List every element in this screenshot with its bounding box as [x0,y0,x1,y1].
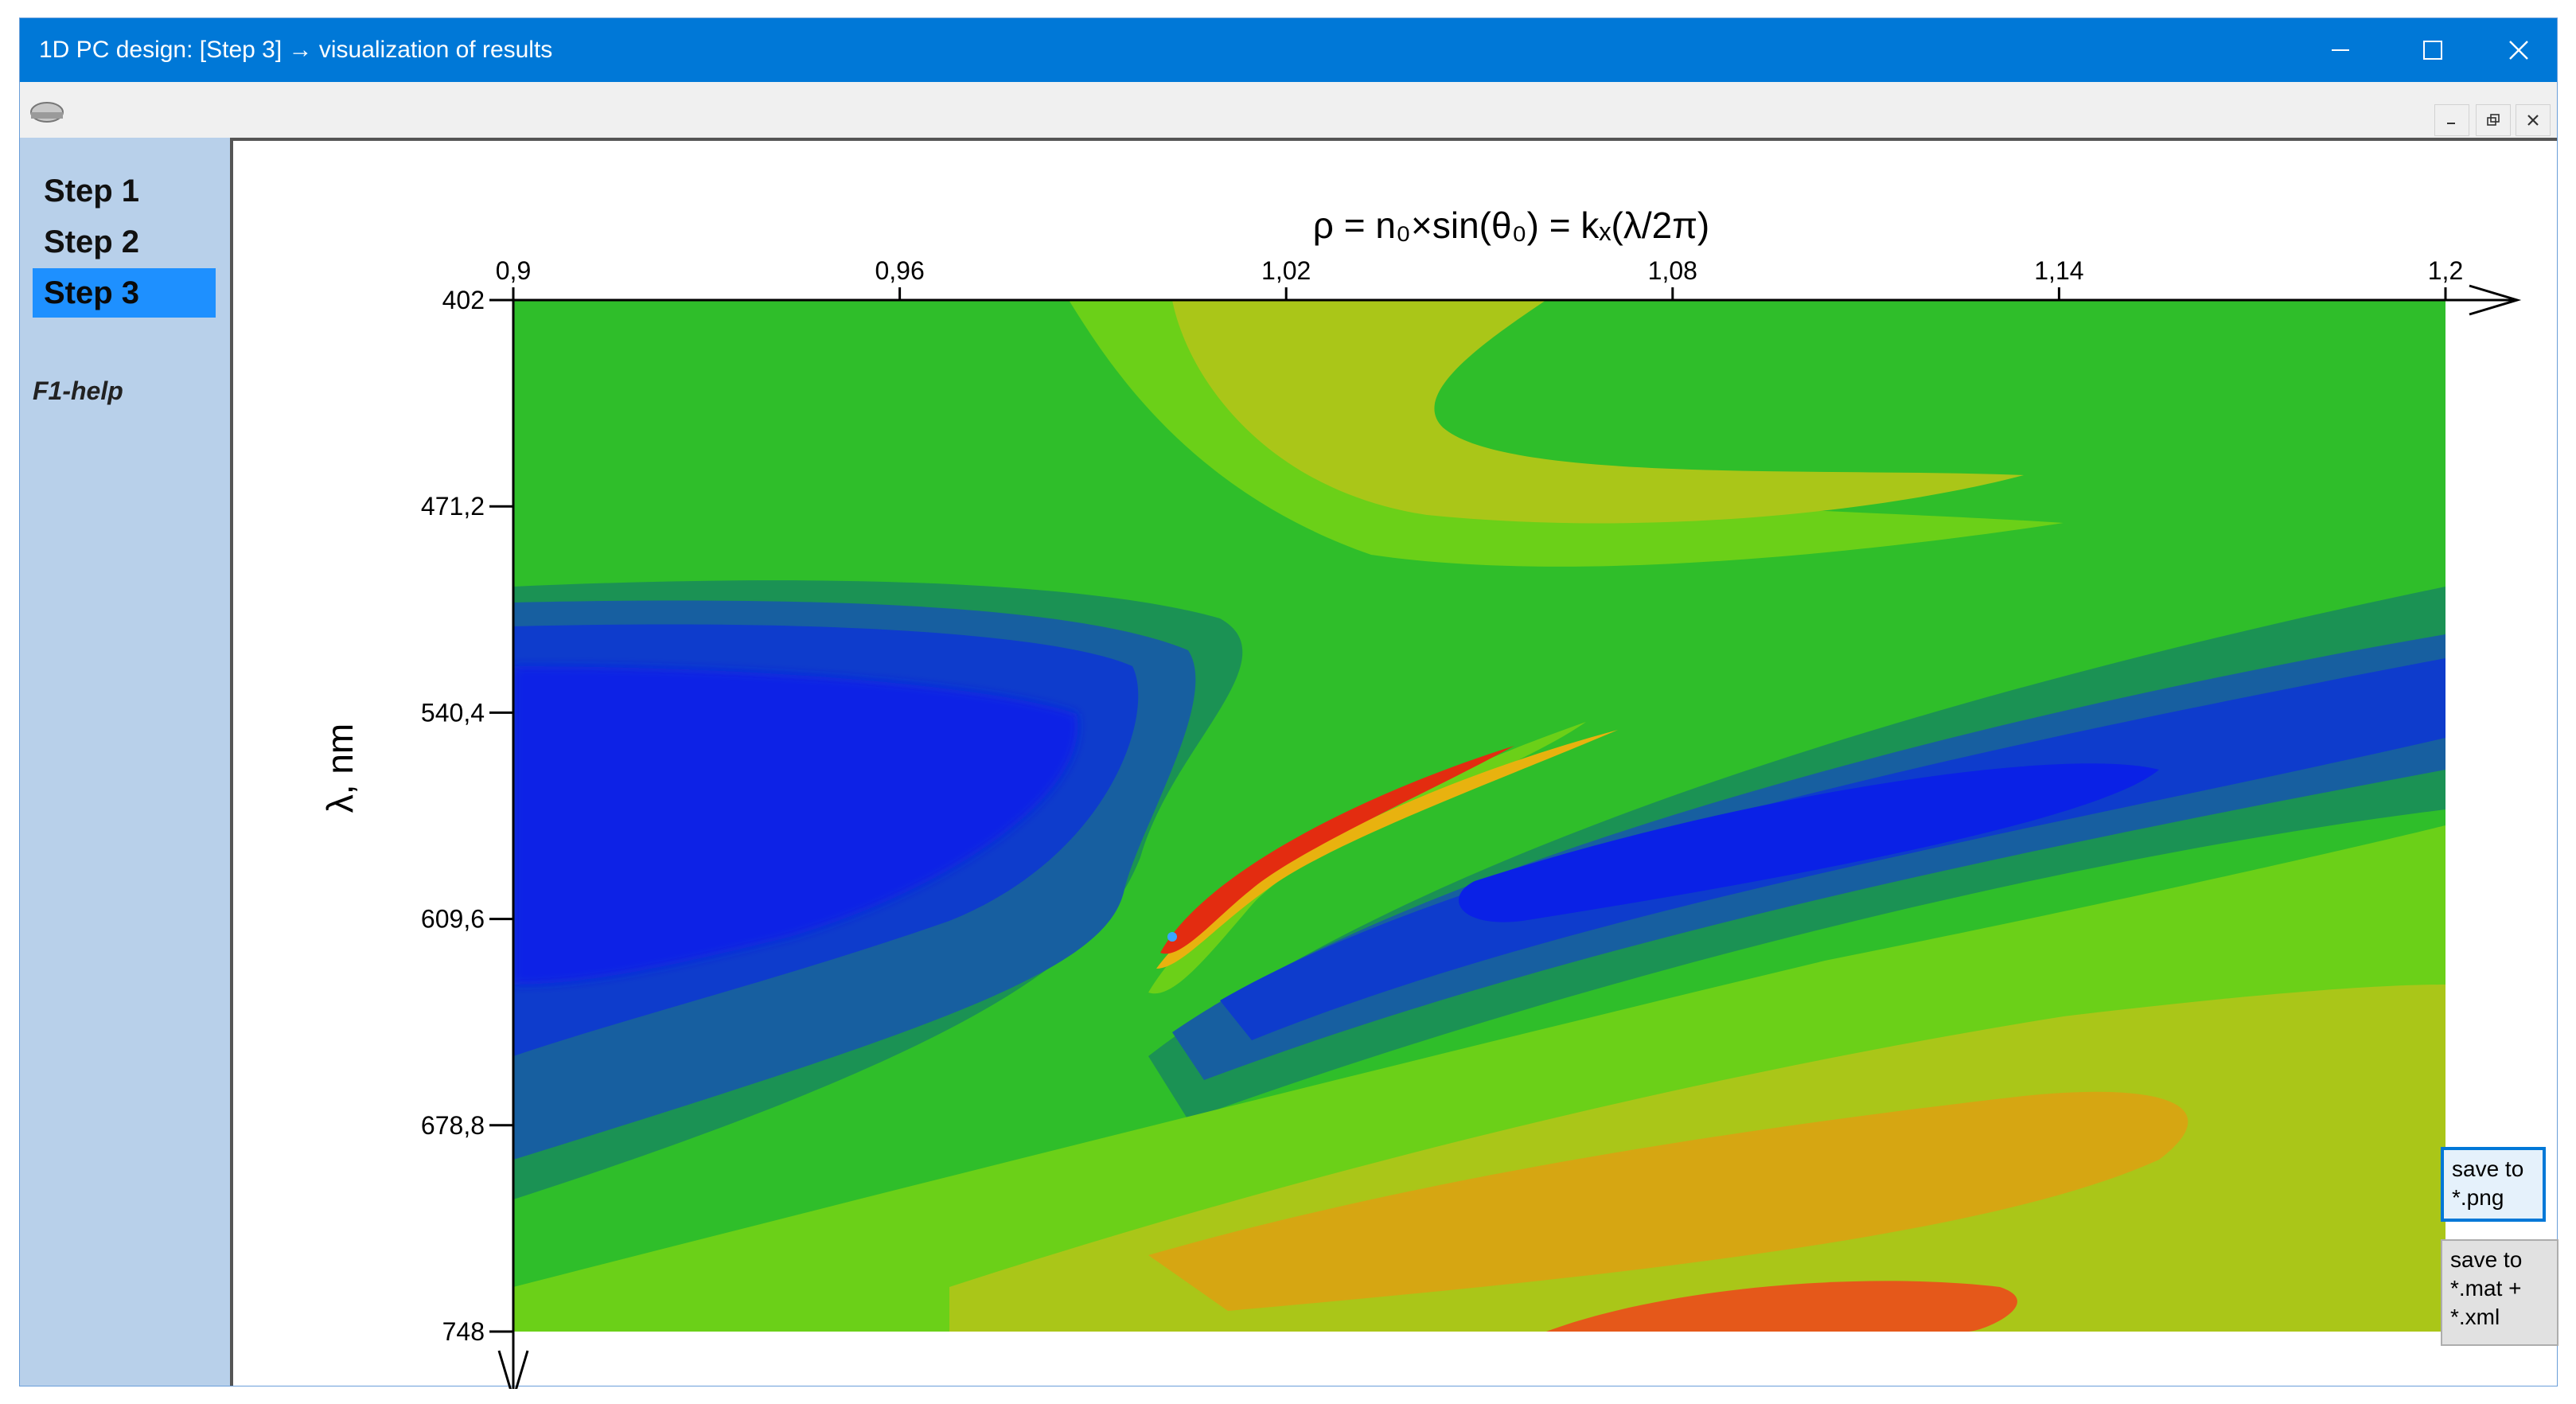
window-title: 1D PC design: [Step 3] → visualization o… [39,37,553,63]
contour-band [1148,722,1586,994]
x-tick-label: 1,2 [2428,256,2463,285]
marker-point[interactable] [1167,932,1177,942]
x-tick-label: 1,02 [1261,256,1311,285]
sidebar-item-step-3[interactable]: Step 3 [33,268,216,318]
resonance-peak [1160,746,1514,954]
maximize-button[interactable] [2387,18,2479,82]
mdi-restore-button[interactable] [2476,104,2511,136]
contour-band [1148,1091,2188,1311]
close-icon [2527,115,2539,126]
axes: 0,9 0,96 1,02 1,08 1,14 1,2 402 471,2 540,4 609,6… [319,205,2522,1389]
y-tick-label: 471,2 [421,492,485,521]
save-png-button[interactable]: save to *.png [2441,1147,2546,1222]
save-mat-xml-button[interactable]: save to *.mat + *.xml [2441,1239,2558,1346]
close-icon [2509,41,2528,60]
contour-band [513,666,1078,985]
maximize-icon [2423,41,2442,60]
y-tick-label: 678,8 [421,1111,485,1140]
y-tick-label: 748 [442,1317,485,1346]
x-axis-arrow [2469,284,2522,316]
x-tick-label: 0,9 [496,256,531,285]
x-axis-title: ρ = n₀×sin(θ₀) = kₓ(λ/2π) [1313,205,1710,246]
x-tick-label: 1,08 [1648,256,1697,285]
x-tick-label: 0,96 [875,256,924,285]
y-tick-label: 540,4 [421,698,485,727]
mdi-close-button[interactable] [2516,104,2551,136]
results-panel: 0,9 0,96 1,02 1,08 1,14 1,2 402 471,2 540,4 609,6… [230,138,2558,1389]
menu-strip [20,82,2557,138]
contour-band [1172,300,2024,524]
x-tick-label: 1,14 [2034,256,2083,285]
contour-band [1546,1281,2017,1332]
sidebar-item-step-2[interactable]: Step 2 [44,224,140,259]
y-tick-label: 402 [442,286,485,314]
mdi-minimize-button[interactable] [2434,104,2469,136]
sidebar-item-step-1[interactable]: Step 1 [44,174,140,209]
y-tick-label: 609,6 [421,905,485,934]
heatmap-layer [513,300,2445,1332]
contour-band [1459,763,2159,922]
minimize-icon [2447,123,2455,124]
app-window: 1D PC design: [Step 3] → visualization o… [19,18,2558,1389]
minimize-icon [2332,49,2349,51]
y-axis-title: λ, nm [319,723,360,813]
y-axis-arrow [497,1350,529,1389]
sidebar: Step 1 Step 2 Step 3 F1-help [20,138,230,1386]
contour-plot[interactable]: 0,9 0,96 1,02 1,08 1,14 1,2 402 471,2 540,4 609,6… [233,141,2558,1389]
title-bar[interactable]: 1D PC design: [Step 3] → visualization o… [20,18,2557,82]
close-button[interactable] [2479,18,2558,82]
app-icon[interactable] [28,93,68,125]
help-hint: F1-help [33,376,123,405]
restore-icon [2487,114,2500,126]
minimize-button[interactable] [2294,18,2387,82]
